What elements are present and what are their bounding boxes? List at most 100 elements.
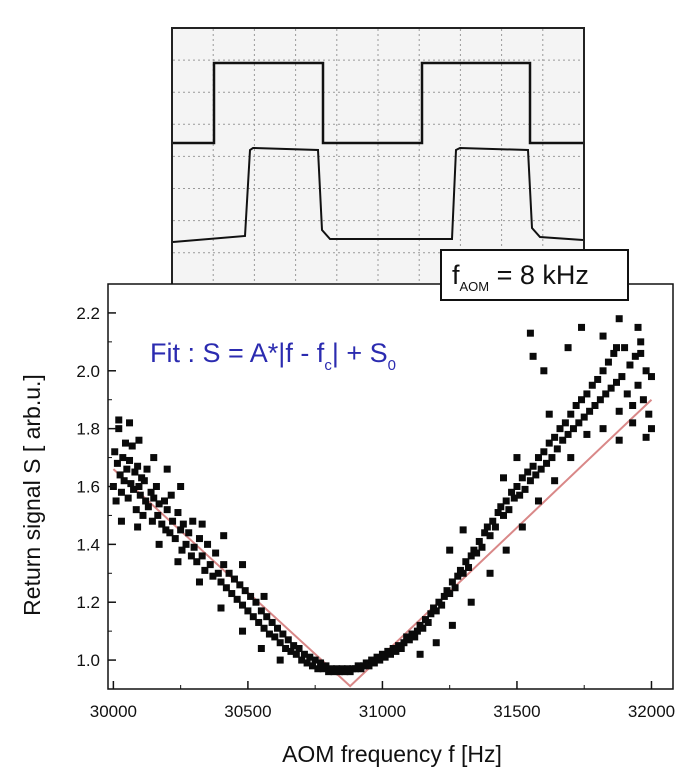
- data-point: [540, 448, 548, 456]
- fit-formula-sub-c: c: [324, 357, 332, 374]
- data-point: [413, 627, 421, 635]
- data-point: [521, 485, 529, 493]
- data-point: [448, 578, 456, 586]
- data-point: [462, 558, 470, 566]
- data-point: [117, 488, 125, 496]
- x-tick-label: 31000: [359, 702, 406, 721]
- data-point: [308, 662, 316, 670]
- data-point: [545, 410, 553, 418]
- data-point: [481, 529, 489, 537]
- data-point: [126, 456, 134, 464]
- y-tick-label: 2.2: [76, 304, 100, 323]
- data-point: [411, 633, 419, 641]
- data-point: [322, 662, 330, 670]
- data-point: [217, 604, 225, 612]
- data-point: [162, 526, 170, 534]
- data-point: [615, 407, 623, 415]
- data-point: [405, 636, 413, 644]
- data-point: [177, 483, 185, 490]
- data-point: [615, 436, 623, 444]
- data-point: [621, 344, 629, 352]
- data-point: [179, 520, 187, 528]
- data-point: [583, 430, 591, 438]
- data-point: [483, 523, 491, 531]
- data-point: [543, 459, 551, 467]
- data-point: [631, 352, 639, 360]
- data-point: [150, 494, 158, 502]
- data-point: [513, 454, 521, 462]
- data-point: [637, 338, 645, 346]
- data-point: [274, 624, 281, 632]
- data-point: [639, 396, 647, 404]
- data-point: [534, 454, 542, 462]
- data-point: [150, 454, 158, 462]
- data-point: [134, 523, 142, 531]
- data-point: [508, 488, 516, 496]
- data-point: [249, 613, 257, 621]
- frequency-label-f: f: [452, 260, 460, 290]
- data-point: [260, 624, 268, 632]
- data-point: [540, 367, 548, 375]
- data-point: [140, 477, 148, 485]
- data-point: [263, 613, 271, 621]
- data-point: [241, 587, 249, 595]
- data-point: [578, 323, 586, 331]
- data-point: [491, 523, 499, 531]
- data-point: [397, 645, 405, 652]
- scope-trace-bottom: [172, 146, 584, 243]
- data-point: [222, 584, 230, 592]
- data-point: [119, 454, 127, 462]
- y-tick-label: 1.4: [76, 535, 100, 554]
- data-point: [174, 509, 182, 517]
- data-point: [255, 618, 263, 626]
- data-point: [556, 425, 564, 433]
- data-point: [518, 474, 526, 482]
- data-point: [615, 315, 623, 323]
- data-point: [225, 569, 233, 577]
- data-point: [311, 656, 319, 664]
- data-point: [478, 543, 486, 551]
- data-point: [177, 526, 185, 534]
- data-point: [419, 624, 427, 632]
- data-point: [287, 647, 295, 655]
- fit-formula-main: Fit : S = A*|f - f: [150, 338, 325, 368]
- data-point: [634, 323, 642, 331]
- data-point: [257, 607, 265, 615]
- data-point: [424, 618, 432, 626]
- data-point: [239, 561, 247, 569]
- data-point: [607, 384, 615, 392]
- data-point: [454, 572, 462, 580]
- data-point: [534, 497, 542, 505]
- data-point: [583, 390, 591, 398]
- data-point: [376, 656, 384, 664]
- data-point: [438, 601, 446, 609]
- data-point: [567, 454, 575, 462]
- data-point: [629, 419, 637, 427]
- data-point: [629, 402, 637, 409]
- data-point: [440, 592, 448, 600]
- data-point: [505, 506, 513, 514]
- data-point: [518, 523, 526, 531]
- x-axis-title: AOM frequency f [Hz]: [282, 741, 502, 767]
- data-point: [204, 540, 212, 548]
- data-point: [400, 639, 408, 647]
- data-point: [132, 506, 140, 514]
- data-point: [152, 483, 160, 490]
- data-point: [623, 390, 631, 398]
- data-point: [637, 349, 645, 357]
- data-point: [239, 627, 247, 635]
- y-tick-label: 1.6: [76, 478, 100, 497]
- data-point: [268, 618, 276, 626]
- data-point: [586, 407, 594, 415]
- data-point: [317, 659, 325, 667]
- data-point: [613, 378, 620, 386]
- data-point: [524, 468, 532, 476]
- data-point: [155, 500, 163, 508]
- data-point: [135, 436, 143, 444]
- data-point: [185, 529, 193, 537]
- data-point: [459, 526, 467, 534]
- y-axis-ticks: 1.0 1.2 1.4 1.6 1.8 2.0 2.2: [76, 304, 116, 670]
- y-tick-label: 1.0: [76, 651, 100, 670]
- data-point: [121, 439, 129, 447]
